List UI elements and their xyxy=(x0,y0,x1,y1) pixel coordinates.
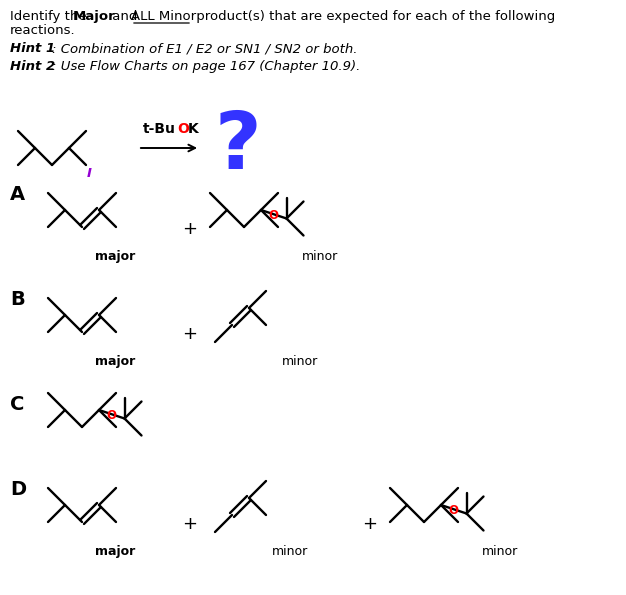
Text: O: O xyxy=(106,409,116,422)
Text: major: major xyxy=(95,355,135,368)
Text: +: + xyxy=(183,220,197,238)
Text: D: D xyxy=(10,480,26,499)
Text: product(s) that are expected for each of the following: product(s) that are expected for each of… xyxy=(192,10,555,23)
Text: O: O xyxy=(268,209,278,223)
Text: minor: minor xyxy=(282,355,318,368)
Text: Identify the: Identify the xyxy=(10,10,91,23)
Text: and: and xyxy=(108,10,141,23)
Text: : Combination of E1 / E2 or SN1 / SN2 or both.: : Combination of E1 / E2 or SN1 / SN2 or… xyxy=(52,42,357,55)
Text: ?: ? xyxy=(215,108,262,186)
Text: A: A xyxy=(10,185,25,204)
Text: O: O xyxy=(177,122,189,136)
Text: reactions.: reactions. xyxy=(10,24,76,37)
Text: I: I xyxy=(87,167,92,180)
Text: t-Bu: t-Bu xyxy=(143,122,176,136)
Text: ALL Minor: ALL Minor xyxy=(131,10,196,23)
Text: Hint 2: Hint 2 xyxy=(10,60,55,73)
Text: major: major xyxy=(95,250,135,263)
Text: minor: minor xyxy=(482,545,518,558)
Text: B: B xyxy=(10,290,25,309)
Text: major: major xyxy=(95,545,135,558)
Text: C: C xyxy=(10,395,24,414)
Text: O: O xyxy=(448,505,458,518)
Text: Hint 1: Hint 1 xyxy=(10,42,55,55)
Text: Major: Major xyxy=(73,10,116,23)
Text: : Use Flow Charts on page 167 (Chapter 10.9).: : Use Flow Charts on page 167 (Chapter 1… xyxy=(52,60,361,73)
Text: +: + xyxy=(183,515,197,533)
Text: +: + xyxy=(183,325,197,343)
Text: minor: minor xyxy=(302,250,338,263)
Text: K: K xyxy=(188,122,198,136)
Text: minor: minor xyxy=(272,545,308,558)
Text: +: + xyxy=(362,515,377,533)
